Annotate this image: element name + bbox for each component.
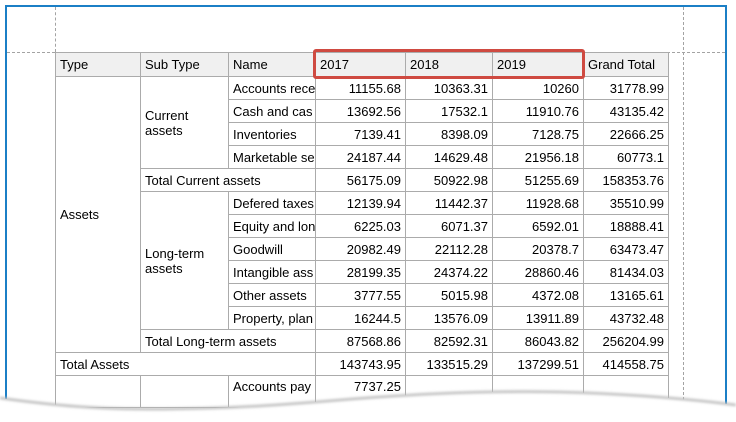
cell-2018: 17532.1 [405,99,493,123]
cell-2018: 5015.98 [405,283,493,307]
cell-2019: 10260 [492,76,584,100]
cell-grand-total [583,375,669,408]
cell-grand-total: 18888.41 [583,214,669,238]
row-label: Defered taxes [228,191,316,215]
cell-2017: 143743.95 [315,352,406,376]
cell-2018: 82592.31 [405,329,493,353]
row-group-longterm-assets[interactable]: Long-term assets [140,191,229,330]
column-header-grand-total[interactable]: Grand Total [583,52,669,77]
row-label: Goodwill [228,237,316,261]
row-label: Intangible ass [228,260,316,284]
table-row-clipped: Accounts pay 7737.25 [55,375,669,408]
cell-2018: 24374.22 [405,260,493,284]
cell-2017: 16244.5 [315,306,406,330]
cell-2017: 12139.94 [315,191,406,215]
cell-2018: 6071.37 [405,214,493,238]
cell-grand-total: 414558.75 [583,352,669,376]
cell-grand-total: 35510.99 [583,191,669,215]
cell-2019: 28860.46 [492,260,584,284]
row-label: Inventories [228,122,316,146]
cell-grand-total: 13165.61 [583,283,669,307]
cell-grand-total: 43732.48 [583,306,669,330]
column-header-2017[interactable]: 2017 [315,52,406,77]
cell-2019: 137299.51 [492,352,584,376]
cell-2018: 22112.28 [405,237,493,261]
table-row: Long-term assets Defered taxes 12139.94 … [56,191,669,330]
cell-2019: 20378.7 [492,237,584,261]
cell-2019: 11928.68 [492,191,584,215]
grand-total-row: Total Assets 143743.95 133515.29 137299.… [55,352,669,376]
cell-2017: 3777.55 [315,283,406,307]
cell-2018: 8398.09 [405,122,493,146]
column-header-2019[interactable]: 2019 [492,52,584,77]
cell-2018: 50922.98 [405,168,493,192]
row-group-assets[interactable]: Assets [55,76,141,353]
cell-2019: 13911.89 [492,306,584,330]
total-assets-label: Total Assets [55,352,316,376]
cell-grand-total: 22666.25 [583,122,669,146]
table-row: Marketable se 24187.44 14629.48 21956.18… [56,145,669,169]
row-group-current-assets[interactable]: Current assets [140,76,229,169]
cell-2019: 7128.75 [492,122,584,146]
cell-2017: 13692.56 [315,99,406,123]
cell-2019: 6592.01 [492,214,584,238]
cell-2018: 13576.09 [405,306,493,330]
cell-2017: 56175.09 [315,168,406,192]
cell-2017: 87568.86 [315,329,406,353]
cell-2017: 7139.41 [315,122,406,146]
table-row: Assets Current assets Accounts rece 1115… [55,76,669,353]
row-label: Accounts rece [228,76,316,100]
cell-2018: 133515.29 [405,352,493,376]
table-row: Cash and cas 13692.56 17532.1 11910.76 4… [56,99,669,123]
cell-2018: 11442.37 [405,191,493,215]
total-row: Total Current assets 56175.09 50922.98 5… [56,168,669,192]
cell-2017: 24187.44 [315,145,406,169]
column-header-subtype[interactable]: Sub Type [140,52,229,77]
cell-2017: 6225.03 [315,214,406,238]
row-label: Accounts pay [228,375,316,408]
cell-grand-total: 81434.03 [583,260,669,284]
margin-guide-right [683,7,684,400]
cell-2017: 11155.68 [315,76,406,100]
cell-2018: 14629.48 [405,145,493,169]
table-row: Intangible ass 28199.35 24374.22 28860.4… [56,260,669,284]
cell-2017: 7737.25 [315,375,406,408]
column-header-2018[interactable]: 2018 [405,52,493,77]
table-row: Equity and lon 6225.03 6071.37 6592.01 1… [56,214,669,238]
cell-grand-total: 43135.42 [583,99,669,123]
pivot-table: Type Sub Type Name 2017 2018 2019 Grand … [55,52,669,408]
row-label: Cash and cas [228,99,316,123]
row-subgroup-next [140,375,229,408]
row-label: Equity and lon [228,214,316,238]
column-header-type[interactable]: Type [55,52,141,77]
cell-2019: 11910.76 [492,99,584,123]
table-row: Inventories 7139.41 8398.09 7128.75 2266… [56,122,669,146]
cell-grand-total: 256204.99 [583,329,669,353]
total-longterm-assets-label: Total Long-term assets [140,329,316,353]
cell-grand-total: 31778.99 [583,76,669,100]
cell-grand-total: 63473.47 [583,237,669,261]
cell-2019 [492,375,584,408]
cell-2018: 10363.31 [405,76,493,100]
cell-2019: 4372.08 [492,283,584,307]
row-group-next [55,375,141,408]
total-current-assets-label: Total Current assets [140,168,316,192]
cell-grand-total: 158353.76 [583,168,669,192]
cell-2017: 20982.49 [315,237,406,261]
cell-2017: 28199.35 [315,260,406,284]
row-label: Marketable se [228,145,316,169]
table-row: Goodwill 20982.49 22112.28 20378.7 63473… [56,237,669,261]
table-row: Other assets 3777.55 5015.98 4372.08 131… [56,283,669,307]
total-row: Total Long-term assets 87568.86 82592.31… [56,329,669,353]
column-header-name[interactable]: Name [228,52,316,77]
cell-2019: 51255.69 [492,168,584,192]
cell-2019: 21956.18 [492,145,584,169]
cell-2018 [405,375,493,408]
row-label: Other assets [228,283,316,307]
cell-grand-total: 60773.1 [583,145,669,169]
margin-guide-left [55,7,56,52]
cell-2019: 86043.82 [492,329,584,353]
row-label: Property, plan [228,306,316,330]
